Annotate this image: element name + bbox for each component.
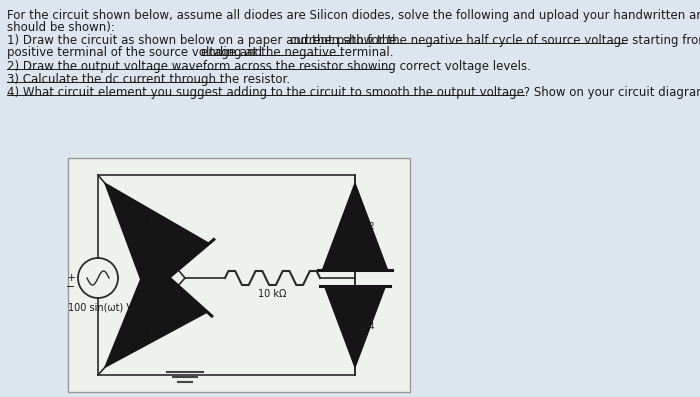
Polygon shape bbox=[105, 183, 209, 296]
Text: 4) What circuit element you suggest adding to the circuit to smooth the output v: 4) What circuit element you suggest addi… bbox=[7, 86, 700, 99]
Bar bbox=[68, 158, 410, 392]
Text: positive terminal of the source voltage and: positive terminal of the source voltage … bbox=[7, 46, 266, 59]
Text: D1: D1 bbox=[150, 216, 162, 225]
Polygon shape bbox=[105, 260, 207, 367]
Polygon shape bbox=[324, 286, 386, 367]
Text: 100 sin(ωt) V: 100 sin(ωt) V bbox=[69, 303, 134, 313]
Polygon shape bbox=[323, 183, 387, 270]
Text: −: − bbox=[66, 282, 76, 292]
Text: should be shown):: should be shown): bbox=[7, 21, 115, 34]
Text: +: + bbox=[66, 273, 76, 283]
Text: 1) Draw the circuit as shown below on a paper and then show the: 1) Draw the circuit as shown below on a … bbox=[7, 34, 400, 47]
Text: D3: D3 bbox=[150, 326, 162, 335]
Text: 2) Draw the output voltage waveform across the resistor showing correct voltage : 2) Draw the output voltage waveform acro… bbox=[7, 60, 531, 73]
Text: D4: D4 bbox=[362, 322, 375, 331]
Text: For the circuit shown below, assume all diodes are Silicon diodes, solve the fol: For the circuit shown below, assume all … bbox=[7, 9, 700, 22]
Text: ending at the negative terminal.: ending at the negative terminal. bbox=[202, 46, 394, 59]
Text: current path for the negative half cycle of source voltage starting from the: current path for the negative half cycle… bbox=[290, 34, 700, 47]
Text: D2: D2 bbox=[362, 222, 375, 231]
Text: 10 kΩ: 10 kΩ bbox=[258, 289, 287, 299]
Text: 3) Calculate the dc current through the resistor.: 3) Calculate the dc current through the … bbox=[7, 73, 290, 86]
